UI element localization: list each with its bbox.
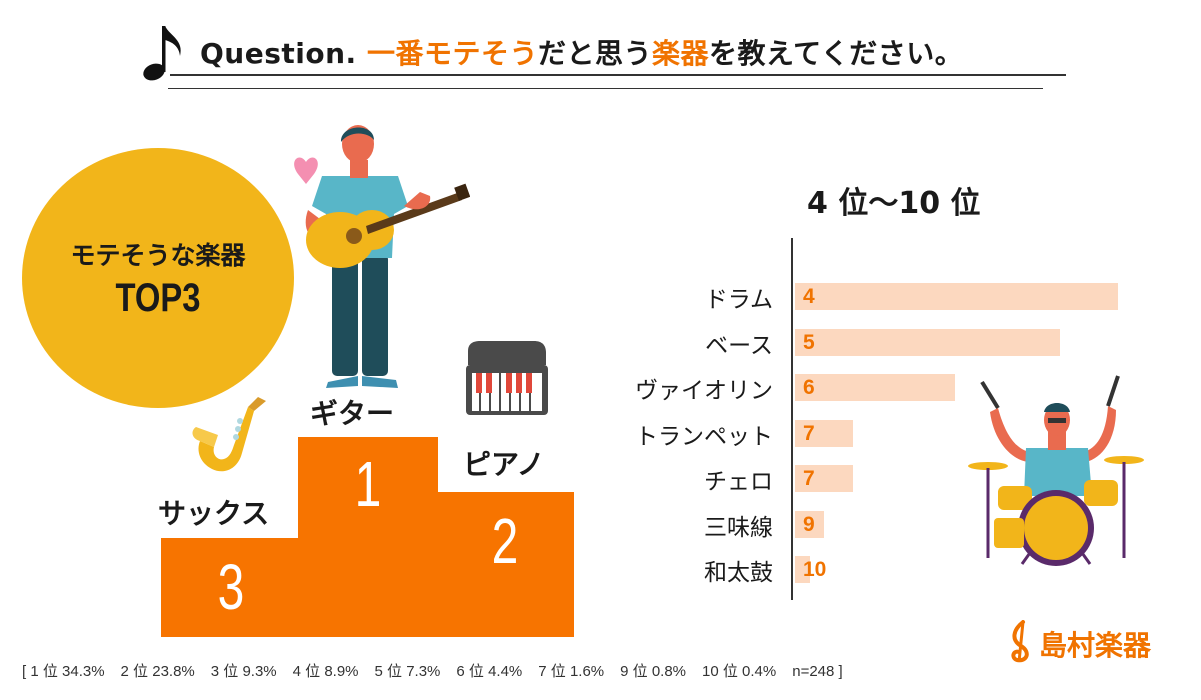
- question-title: Question. 一番モテそうだと思う楽器を教えてください。: [200, 32, 963, 72]
- podium-label-guitar: ギター: [310, 397, 395, 430]
- category-label: ヴァイオリン: [635, 378, 773, 404]
- question-text: 一番モテそうだと思う楽器を教えてください。: [367, 37, 963, 70]
- category-label: トランペット: [635, 423, 773, 450]
- bar-5: [795, 465, 854, 492]
- podium-second: 2: [436, 492, 574, 637]
- category-label: チェロ: [704, 469, 773, 495]
- bar-1: [795, 283, 1119, 310]
- podium-rank-2: 2: [491, 505, 519, 577]
- bar-2: [795, 328, 1061, 356]
- badge-title: モテそうな楽器: [70, 241, 246, 270]
- question-text-part: を教えてください。: [708, 37, 964, 70]
- bar-7: [795, 556, 810, 583]
- category-label: 和太鼓: [704, 560, 773, 586]
- bar-3: [795, 374, 955, 401]
- footnote-item: n=248 ]: [792, 663, 843, 680]
- rank-number: 7: [803, 467, 815, 490]
- music-note-icon: [143, 26, 181, 81]
- rank-number: 4: [803, 285, 815, 308]
- rank-number: 6: [803, 376, 815, 399]
- podium-label-piano: ピアノ: [463, 448, 545, 481]
- bar-6: [795, 510, 825, 538]
- chart-title: 4 位〜10 位: [807, 186, 981, 221]
- top3-badge: モテそうな楽器 TOP3: [22, 148, 294, 408]
- saxophone-icon: [192, 397, 266, 472]
- category-label: ドラム: [704, 287, 773, 313]
- badge-subtitle: TOP3: [115, 276, 201, 320]
- footnote-item: 3 位 9.3%: [210, 663, 277, 680]
- category-label: 三味線: [704, 514, 773, 541]
- shimamura-logo: 島村楽器: [1005, 620, 1175, 664]
- chart-axis: [791, 238, 793, 600]
- footnote: [ 1 位 34.3% 2 位 23.8% 3 位 9.3% 4 位 8.9% 5 位 …: [22, 660, 859, 681]
- footnote-item: 4 位 8.9%: [292, 663, 359, 680]
- question-text-part: 一番モテそう: [366, 37, 538, 70]
- question-text-part: だと思う: [537, 37, 652, 70]
- logo-text: 島村楽器: [1039, 629, 1152, 662]
- header-rule-bottom: [168, 88, 1043, 89]
- rank-number: 5: [803, 330, 815, 354]
- podium-rank-1: 1: [354, 448, 382, 520]
- footnote-item: 7 位 1.6%: [538, 663, 605, 680]
- footnote-item: 2 位 23.8%: [120, 663, 195, 680]
- podium-label-sax: サックス: [158, 497, 270, 530]
- question-prefix: Question.: [200, 37, 357, 70]
- treble-clef-icon: [1011, 620, 1029, 663]
- question-text-part: 楽器: [651, 37, 709, 70]
- footnote-item: [ 1 位 34.3%: [22, 663, 105, 680]
- question-header: Question. 一番モテそうだと思う楽器を教えてください。: [140, 22, 1070, 92]
- bar-4: [795, 419, 854, 447]
- footnote-item: 6 位 4.4%: [456, 663, 523, 680]
- podium-first: 1: [298, 437, 438, 637]
- header-rule-top: [170, 74, 1066, 76]
- podium-third: 3: [161, 538, 301, 637]
- footnote-item: 10 位 0.4%: [702, 663, 777, 680]
- piano-icon: [466, 341, 548, 415]
- rank-number: 10: [803, 558, 827, 581]
- drummer-illustration: [968, 375, 1144, 566]
- rank-number: 7: [803, 421, 815, 445]
- podium-rank-3: 3: [217, 551, 245, 623]
- rank-number: 9: [803, 512, 815, 536]
- footnote-item: 5 位 7.3%: [374, 663, 441, 680]
- category-label: ベース: [705, 332, 773, 359]
- footnote-item: 9 位 0.8%: [620, 663, 687, 680]
- guitarist-illustration: [294, 125, 470, 388]
